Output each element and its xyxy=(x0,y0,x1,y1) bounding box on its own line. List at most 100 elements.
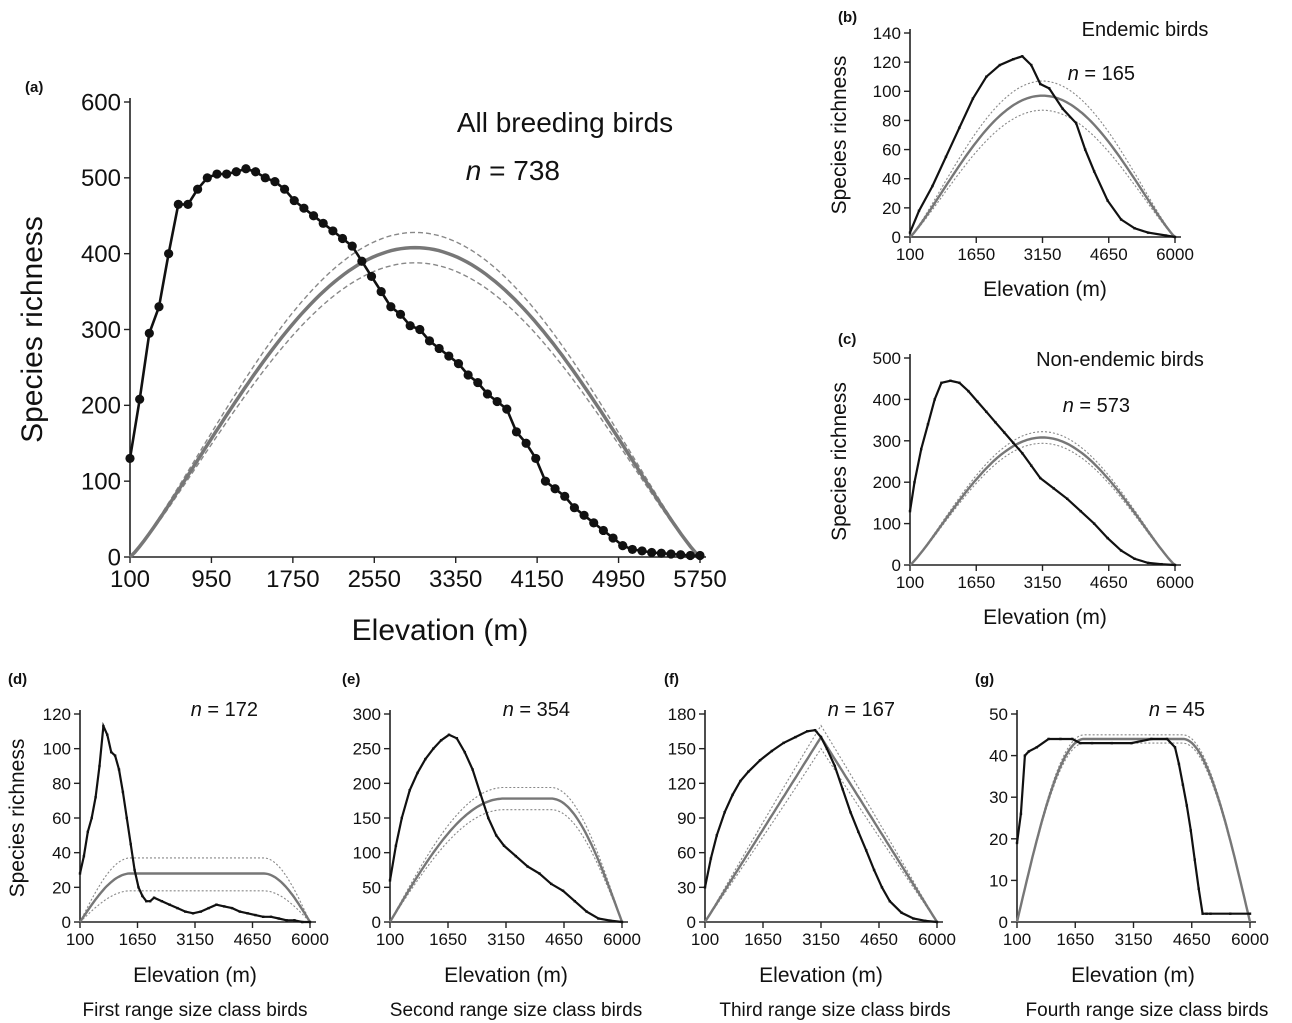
x-tick-label: 6000 xyxy=(1156,573,1194,592)
observed-point xyxy=(550,882,553,886)
observed-point xyxy=(758,759,762,762)
observed-point xyxy=(269,915,273,918)
sample-size-symbol: n xyxy=(1149,699,1160,721)
x-axis-label: Elevation (m) xyxy=(352,614,529,647)
expected-mean-line xyxy=(78,872,312,923)
observed-point xyxy=(1248,912,1252,915)
y-tick-label: 20 xyxy=(52,878,71,897)
observed-point xyxy=(944,155,948,159)
observed-point xyxy=(912,917,915,920)
observed-point xyxy=(521,438,531,448)
y-tick-label: 60 xyxy=(882,141,901,160)
observed-point xyxy=(913,481,916,484)
observed-point xyxy=(1083,148,1087,151)
panel-letter: (a) xyxy=(25,79,43,96)
expected-mean-line xyxy=(388,797,624,923)
observed-point xyxy=(424,757,427,761)
observed-point xyxy=(102,724,105,728)
observed-point xyxy=(825,747,829,750)
y-tick-label: 200 xyxy=(81,393,121,420)
observed-point xyxy=(1061,107,1064,110)
observed-point xyxy=(1189,829,1192,832)
panel-footer: Fourth range size class birds xyxy=(1026,1000,1269,1021)
observed-point xyxy=(924,919,927,923)
x-tick-label: 6000 xyxy=(603,930,641,949)
y-tick-label: 500 xyxy=(81,165,121,192)
observed-point xyxy=(1119,549,1123,552)
y-tick-label: 80 xyxy=(882,111,901,130)
observed-point xyxy=(1150,737,1153,741)
y-axis-label: Species richness xyxy=(828,56,851,215)
observed-point xyxy=(463,370,473,380)
observed-point xyxy=(1173,746,1177,749)
y-tick-label: 20 xyxy=(989,830,1008,849)
observed-point xyxy=(176,906,179,910)
observed-point xyxy=(1030,63,1033,67)
expected-mean-line xyxy=(909,436,1176,566)
observed-point xyxy=(637,546,647,556)
observed-point xyxy=(1048,87,1051,90)
x-tick-label: 4650 xyxy=(1090,245,1128,264)
x-tick-label: 4650 xyxy=(1173,930,1211,949)
observed-point xyxy=(526,865,529,868)
observed-point xyxy=(967,389,970,393)
observed-point xyxy=(985,410,988,414)
observed-point xyxy=(958,381,961,385)
observed-point xyxy=(78,872,82,875)
observed-point xyxy=(494,834,498,837)
observed-point xyxy=(723,811,726,814)
y-tick-label: 100 xyxy=(873,515,901,534)
observed-point xyxy=(199,910,203,913)
sample-size-symbol: n xyxy=(503,699,514,721)
expected-bound-lower-line xyxy=(129,262,701,558)
observed-point xyxy=(148,900,152,903)
x-axis-label: Elevation (m) xyxy=(133,964,257,987)
observed-point xyxy=(1039,82,1042,86)
observed-point xyxy=(366,271,377,282)
observed-point xyxy=(250,167,261,177)
observed-point xyxy=(1173,235,1177,239)
observed-point xyxy=(1019,812,1023,816)
panel-footer: Third range size class birds xyxy=(719,1000,950,1021)
observed-point xyxy=(656,548,666,558)
observed-point xyxy=(347,241,357,251)
observed-point xyxy=(857,830,860,834)
observed-point xyxy=(98,764,101,768)
observed-point xyxy=(647,547,657,558)
y-tick-label: 0 xyxy=(62,913,71,932)
x-tick-label: 100 xyxy=(1003,930,1031,949)
y-tick-label: 40 xyxy=(989,747,1008,766)
observed-point xyxy=(386,302,396,312)
observed-point xyxy=(222,169,232,179)
x-tick-label: 100 xyxy=(691,930,719,949)
observed-point xyxy=(447,733,451,736)
y-tick-label: 40 xyxy=(882,170,901,189)
observed-point xyxy=(1030,464,1033,467)
y-axis-label: Species richness xyxy=(828,382,851,541)
observed-point xyxy=(416,771,419,775)
expected-bound-upper-line xyxy=(704,724,938,923)
panel-footer: First range size class birds xyxy=(83,1000,308,1021)
observed-point xyxy=(1165,737,1169,741)
y-tick-label: 150 xyxy=(353,809,381,828)
observed-point xyxy=(223,905,226,908)
y-tick-label: 60 xyxy=(677,844,696,863)
observed-point xyxy=(1133,557,1136,560)
y-tick-label: 250 xyxy=(353,740,381,759)
observed-point xyxy=(262,915,265,918)
observed-point xyxy=(455,737,459,740)
observed-point xyxy=(1015,841,1019,845)
y-tick-label: 400 xyxy=(81,241,121,268)
observed-point xyxy=(739,779,742,783)
observed-point xyxy=(794,735,797,739)
observed-point xyxy=(731,793,734,797)
y-tick-label: 200 xyxy=(353,774,381,793)
observed-point xyxy=(463,750,466,754)
x-tick-label: 6000 xyxy=(1231,930,1269,949)
observed-point xyxy=(145,900,148,903)
observed-point xyxy=(395,309,406,319)
observed-point xyxy=(125,816,128,820)
observed-point xyxy=(1059,737,1062,741)
observed-point xyxy=(1003,431,1006,434)
observed-point xyxy=(1201,912,1204,915)
